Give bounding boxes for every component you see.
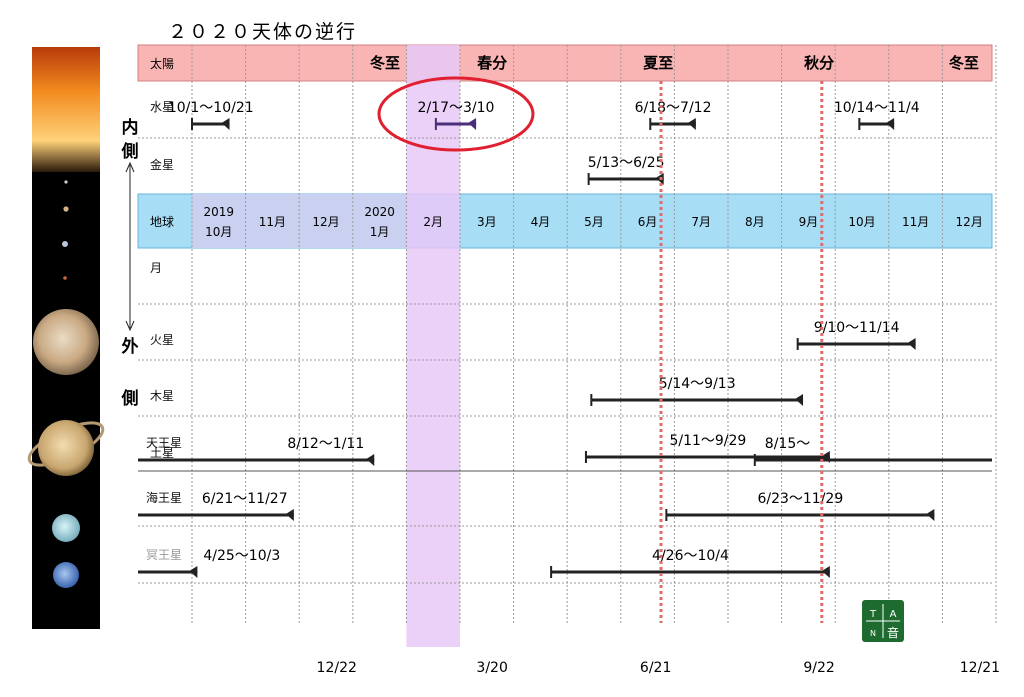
row-name: 火星 (150, 333, 174, 347)
earth-month-label: 5月 (584, 215, 604, 229)
logo-a: A (890, 609, 897, 620)
bottom-date-label: 6/21 (640, 660, 671, 676)
inner-label-1: 内 (122, 117, 139, 138)
bar-end-cap (468, 118, 477, 130)
retrograde-label: 6/18〜7/12 (635, 100, 712, 116)
side-labels: 内 側 外 側 (121, 117, 139, 409)
bar-end-cap (285, 509, 294, 521)
outer-label-2: 側 (121, 388, 139, 409)
row-name: 木星 (150, 389, 174, 403)
sun-event-label: 冬至 (949, 54, 979, 72)
sun-row-label: 太陽 (150, 56, 174, 71)
logo-t: T (869, 609, 877, 620)
earth-month-label: 12月 (312, 215, 339, 229)
retrograde-label: 10/1〜10/21 (168, 100, 254, 116)
sun-event-label: 秋分 (804, 54, 834, 72)
bottom-dates-layer: 12/22 3/20 6/21 9/22 12/21 (317, 660, 1001, 676)
retrograde-label: 4/26〜10/4 (652, 548, 729, 564)
retrograde-label: 5/11〜9/29 (669, 433, 746, 449)
earth-month-label: 9月 (799, 215, 819, 229)
highlight-circle (377, 76, 535, 152)
bar-end-cap (886, 118, 895, 130)
bar-end-cap (687, 118, 696, 130)
earth-month-label: 6月 (638, 215, 658, 229)
outer-label-1: 外 (122, 336, 139, 357)
earth-month-label: 8月 (745, 215, 765, 229)
bar-end-cap (189, 566, 198, 578)
earth-year-label: 2020 (364, 205, 395, 219)
bottom-date-label: 12/21 (960, 660, 1000, 676)
retrograde-label: 5/13〜6/25 (588, 155, 665, 171)
earth-month-label: 1月 (370, 225, 390, 239)
retrograde-label: 9/10〜11/14 (814, 320, 900, 336)
earth-month-label: 2月 (423, 215, 443, 229)
row-name: 天王星 (146, 436, 182, 450)
solstice-lines-layer (659, 81, 824, 623)
row-name: 海王星 (146, 490, 182, 505)
logo-n: N (870, 629, 876, 638)
earth-month-label: 7月 (691, 215, 711, 229)
bar-end-cap (926, 509, 935, 521)
bottom-date-label: 12/22 (317, 660, 357, 676)
earth-month-label: 12月 (956, 215, 983, 229)
earth-month-label: 11月 (902, 215, 929, 229)
inner-label-2: 側 (121, 141, 139, 162)
retrograde-label: 6/21〜11/27 (202, 491, 288, 507)
sun-band (137, 44, 993, 82)
retrograde-label: 10/14〜11/4 (834, 100, 920, 116)
retrograde-label: 8/12〜1/11 (287, 436, 364, 452)
earth-row-label: 地球 (150, 215, 174, 229)
february-highlight (406, 45, 460, 647)
logo-on: 音 (887, 625, 899, 640)
retrograde-label: 6/23〜11/29 (757, 491, 843, 507)
bottom-date-label: 3/20 (476, 660, 507, 676)
earth-month-label: 10月 (848, 215, 875, 229)
row-name: 土星 (150, 446, 174, 460)
retrograde-label: 2/17〜3/10 (418, 100, 495, 116)
bar-end-cap (821, 566, 830, 578)
row-name: 月 (150, 261, 162, 275)
row-name: 冥王星 (146, 548, 182, 562)
row-name: 金星 (150, 157, 174, 172)
bar-end-cap (795, 394, 804, 406)
earth-month-label: 4月 (531, 215, 551, 229)
earth-month-label: 11月 (259, 215, 286, 229)
bar-end-cap (907, 338, 916, 350)
sun-event-label: 夏至 (642, 54, 673, 72)
planet-strip-image (27, 47, 105, 629)
earth-month-label: 3月 (477, 215, 497, 229)
retrograde-label: 4/25〜10/3 (203, 548, 280, 564)
grid-layer (138, 45, 997, 623)
bottom-date-label: 9/22 (803, 660, 834, 676)
row-name: 水星 (150, 100, 174, 114)
bands-layer (137, 44, 993, 647)
sun-event-label: 春分 (477, 54, 507, 72)
chart-title: ２０２０天体の逆行 (168, 21, 357, 43)
bar-end-cap (366, 454, 375, 466)
bar-end-cap (221, 118, 230, 130)
earth-year-label: 2019 (204, 205, 235, 219)
tan-logo: T A N 音 (862, 600, 904, 642)
retrograde-label: 8/15〜 (765, 436, 810, 452)
retrograde-label: 5/14〜9/13 (659, 376, 736, 392)
earth-month-label: 10月 (205, 225, 232, 239)
sun-event-label: 冬至 (370, 54, 400, 72)
